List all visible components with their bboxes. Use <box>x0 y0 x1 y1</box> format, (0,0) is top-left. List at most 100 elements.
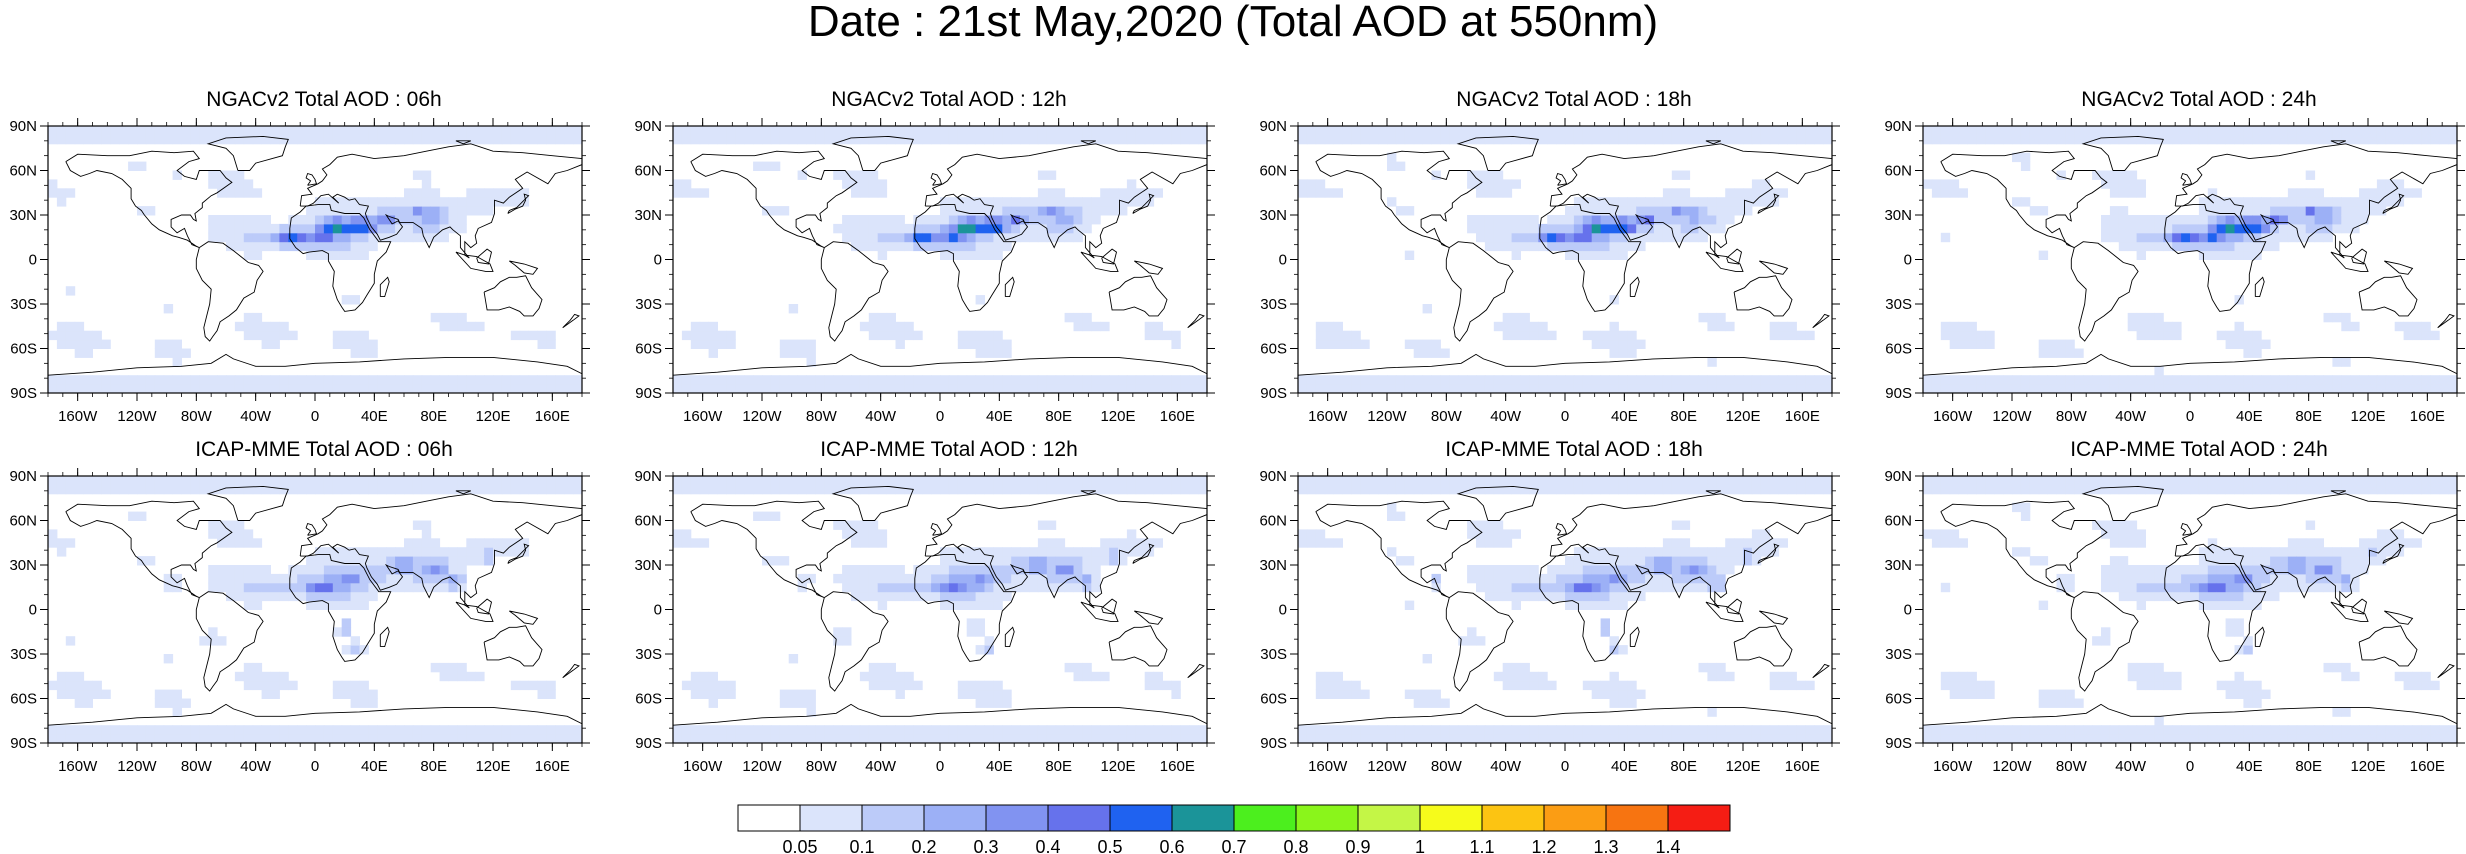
aod-cell <box>2216 223 2227 234</box>
aod-cell <box>2332 384 2342 393</box>
aod-cell <box>957 206 968 216</box>
aod-cell <box>2172 215 2182 225</box>
aod-cell <box>940 547 950 557</box>
aod-cell <box>2216 250 2227 260</box>
aod-cell <box>315 484 325 495</box>
aod-cell <box>2448 484 2457 495</box>
aod-cell <box>546 725 556 735</box>
aod-cell <box>1126 375 1137 385</box>
aod-cell <box>1654 375 1664 385</box>
aod-cell <box>1725 476 1735 486</box>
aod-cell <box>1387 725 1397 735</box>
aod-cell <box>1618 591 1628 602</box>
aod-cell <box>2296 484 2307 495</box>
aod-cell <box>1805 375 1815 385</box>
aod-cell <box>859 188 870 198</box>
colorbar-swatch <box>1481 804 1545 832</box>
aod-cell <box>1760 197 1771 207</box>
aod-cell <box>1618 725 1628 735</box>
aod-cell <box>154 348 165 358</box>
aod-cell <box>65 375 76 385</box>
aod-cell <box>2056 582 2066 593</box>
aod-cell <box>1431 134 1441 145</box>
aod-cell <box>2252 215 2262 225</box>
aod-cell <box>788 484 799 495</box>
aod-cell <box>2038 134 2049 145</box>
aod-cell <box>119 484 129 495</box>
aod-cell <box>2109 476 2120 486</box>
lat-tick-label: 90S <box>10 735 37 752</box>
aod-cell <box>1360 126 1370 136</box>
aod-cell <box>2305 556 2316 566</box>
aod-cell <box>868 538 879 548</box>
aod-cell <box>1565 556 1575 566</box>
aod-cell <box>1600 223 1610 234</box>
aod-cell <box>2163 591 2173 602</box>
aod-cell <box>1680 170 1691 180</box>
aod-cell <box>1029 384 1039 393</box>
aod-cell <box>1689 725 1699 735</box>
aod-cell <box>1618 241 1628 252</box>
aod-cell <box>1029 565 1039 575</box>
aod-cell <box>2359 547 2369 557</box>
aod-cell <box>1484 188 1495 198</box>
aod-cell <box>1458 375 1468 385</box>
aod-cell <box>922 734 932 743</box>
aod-cell <box>1404 725 1415 735</box>
aod-cell <box>1949 734 1960 743</box>
aod-cell <box>2074 126 2084 136</box>
aod-cell <box>1609 384 1619 393</box>
aod-cell <box>1609 241 1619 252</box>
aod-cell <box>2154 215 2164 225</box>
aod-cell <box>868 725 879 735</box>
aod-cell <box>1778 538 1788 548</box>
aod-cell <box>2430 484 2440 495</box>
aod-cell <box>421 232 432 243</box>
aod-cell <box>2243 330 2253 341</box>
aod-cell <box>1342 126 1352 136</box>
aod-cell <box>2261 734 2271 743</box>
aod-cell <box>2261 241 2271 252</box>
aod-cell <box>2225 339 2235 349</box>
aod-cell <box>1493 179 1504 189</box>
aod-cell <box>359 232 369 243</box>
aod-cell <box>1476 232 1486 243</box>
aod-cell <box>2305 538 2316 548</box>
aod-cell <box>868 223 879 234</box>
aod-cell <box>368 582 378 593</box>
aod-cell <box>65 538 76 548</box>
aod-cell <box>948 197 959 207</box>
aod-cell <box>1609 600 1619 610</box>
aod-cell <box>48 179 58 189</box>
aod-cell <box>690 375 701 385</box>
aod-cell <box>1315 476 1326 486</box>
aod-cell <box>2101 565 2111 575</box>
aod-cell <box>315 600 325 610</box>
aod-cell <box>2136 662 2146 673</box>
aod-cell <box>315 215 325 225</box>
aod-cell <box>1037 188 1048 198</box>
aod-cell <box>2359 188 2369 198</box>
aod-cell <box>904 680 914 691</box>
aod-cell <box>2296 215 2307 225</box>
aod-cell <box>1440 698 1450 708</box>
aod-cell <box>2056 126 2066 136</box>
aod-cell <box>1458 126 1468 136</box>
aod-cell <box>1449 734 1459 743</box>
aod-cell <box>957 384 968 393</box>
aod-cell <box>2279 134 2289 145</box>
aod-cell <box>306 241 316 252</box>
aod-cell <box>421 573 432 584</box>
aod-cell <box>564 384 574 393</box>
aod-cell <box>1529 126 1539 136</box>
aod-cell <box>1171 330 1181 341</box>
aod-cell <box>913 582 923 593</box>
aod-cell <box>1135 384 1146 393</box>
aod-cell <box>957 241 968 252</box>
aod-cell <box>1760 547 1771 557</box>
aod-field <box>48 476 582 743</box>
aod-cell <box>2385 126 2396 136</box>
lon-tick-label: 40E <box>986 408 1013 425</box>
aod-cell <box>2314 556 2324 566</box>
aod-cell <box>1333 321 1343 332</box>
